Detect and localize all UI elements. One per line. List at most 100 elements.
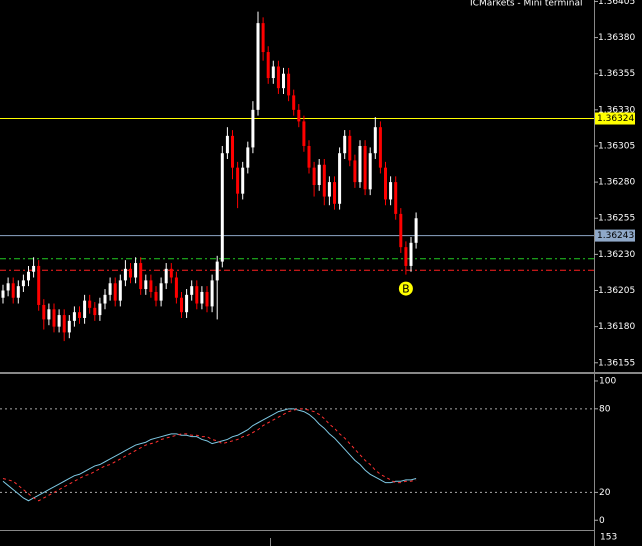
candle-body bbox=[185, 294, 189, 313]
candle-body bbox=[333, 182, 336, 204]
candle-body bbox=[297, 109, 301, 122]
candle-body bbox=[200, 291, 204, 304]
candle-body bbox=[11, 283, 15, 298]
y-tick-label: 1.36380 bbox=[598, 33, 635, 43]
candle-body bbox=[47, 309, 51, 320]
candle-body bbox=[103, 294, 107, 304]
candle-body bbox=[414, 218, 418, 243]
candle-body bbox=[358, 145, 362, 183]
level-tag-label: 1.36324 bbox=[597, 114, 634, 124]
candle-body bbox=[353, 160, 357, 183]
candle-body bbox=[282, 73, 285, 89]
candle-body bbox=[1, 290, 5, 298]
y-tick-label: 1.36205 bbox=[598, 286, 635, 296]
candle-body bbox=[108, 283, 112, 295]
candle-body bbox=[399, 213, 403, 248]
candle-body bbox=[368, 153, 372, 190]
candle-body bbox=[251, 109, 255, 148]
candle-body bbox=[322, 164, 326, 197]
candle-body bbox=[276, 66, 280, 89]
candle-body bbox=[57, 315, 61, 327]
candle-body bbox=[154, 291, 158, 301]
candle-body bbox=[88, 300, 92, 308]
signal-label: B bbox=[402, 283, 410, 296]
candle-body bbox=[338, 153, 342, 204]
candle-body bbox=[327, 182, 331, 197]
indicator-line bbox=[2, 408, 417, 502]
y-tick-label: 1.36330 bbox=[598, 105, 635, 115]
candle-body bbox=[134, 263, 138, 278]
candle-body bbox=[149, 280, 153, 292]
candle-body bbox=[363, 145, 367, 190]
y-tick-label: 1.36180 bbox=[598, 322, 635, 332]
candle-body bbox=[302, 121, 306, 146]
candle-body bbox=[93, 307, 97, 316]
candle-body bbox=[292, 95, 296, 110]
y-tick-label: 0 bbox=[599, 516, 605, 526]
y-tick-label: 1.36405 bbox=[598, 0, 635, 7]
candle-body bbox=[404, 247, 408, 266]
candle-body bbox=[210, 280, 214, 307]
candle-body bbox=[271, 66, 275, 79]
candle-body bbox=[159, 283, 163, 301]
candle-body bbox=[72, 312, 76, 321]
indicator-line bbox=[2, 408, 417, 502]
y-tick-label: 1.36305 bbox=[598, 141, 635, 151]
candle-body bbox=[195, 286, 199, 304]
candle-body bbox=[205, 291, 209, 307]
candle-body bbox=[190, 286, 194, 295]
candle-body bbox=[231, 135, 234, 168]
candle-body bbox=[32, 265, 36, 272]
candle-body bbox=[139, 263, 143, 290]
candle-body bbox=[67, 320, 71, 333]
candle-body bbox=[83, 300, 87, 318]
candle-body bbox=[225, 135, 229, 154]
candle-body bbox=[256, 23, 260, 110]
candle-body bbox=[27, 271, 30, 281]
candle-body bbox=[118, 280, 122, 301]
candle-body bbox=[62, 315, 66, 333]
candle-body bbox=[16, 286, 20, 298]
candle-body bbox=[241, 167, 245, 194]
candle-body bbox=[180, 297, 183, 313]
candle-body bbox=[312, 167, 316, 185]
candle-body bbox=[123, 268, 127, 281]
footer-label: 153 bbox=[600, 533, 617, 543]
level-tag-label: 1.36243 bbox=[597, 231, 634, 241]
candle-body bbox=[144, 280, 148, 290]
candle-body bbox=[409, 242, 413, 266]
candle-body bbox=[394, 182, 398, 214]
candle-body bbox=[261, 23, 265, 53]
candle-body bbox=[246, 147, 250, 168]
candle-body bbox=[113, 283, 117, 301]
candle-body bbox=[384, 167, 387, 200]
candle-body bbox=[378, 127, 382, 168]
candle-body bbox=[343, 135, 347, 154]
signal-marker bbox=[398, 281, 413, 296]
header: ICMarkets - Mini terminal bbox=[470, 0, 582, 9]
candle-body bbox=[52, 309, 56, 327]
candle-body bbox=[169, 268, 173, 278]
candle-body bbox=[42, 304, 46, 320]
candle-body bbox=[6, 283, 10, 291]
candle-body bbox=[236, 167, 240, 194]
candle-body bbox=[348, 135, 352, 161]
candle-body bbox=[98, 303, 102, 316]
candle-body bbox=[389, 182, 393, 200]
candle-body bbox=[21, 280, 25, 287]
level-tag bbox=[595, 112, 635, 125]
y-tick-label: 1.36230 bbox=[598, 250, 635, 260]
candle-body bbox=[37, 265, 41, 305]
candle-body bbox=[317, 164, 321, 185]
candle-body bbox=[129, 268, 132, 278]
candle-body bbox=[164, 268, 168, 284]
candle-body bbox=[215, 261, 219, 281]
candle-body bbox=[220, 153, 224, 262]
candle-body bbox=[78, 312, 81, 318]
candle-body bbox=[266, 52, 270, 79]
level-tag bbox=[595, 229, 635, 242]
y-tick-label: 80 bbox=[599, 404, 611, 414]
